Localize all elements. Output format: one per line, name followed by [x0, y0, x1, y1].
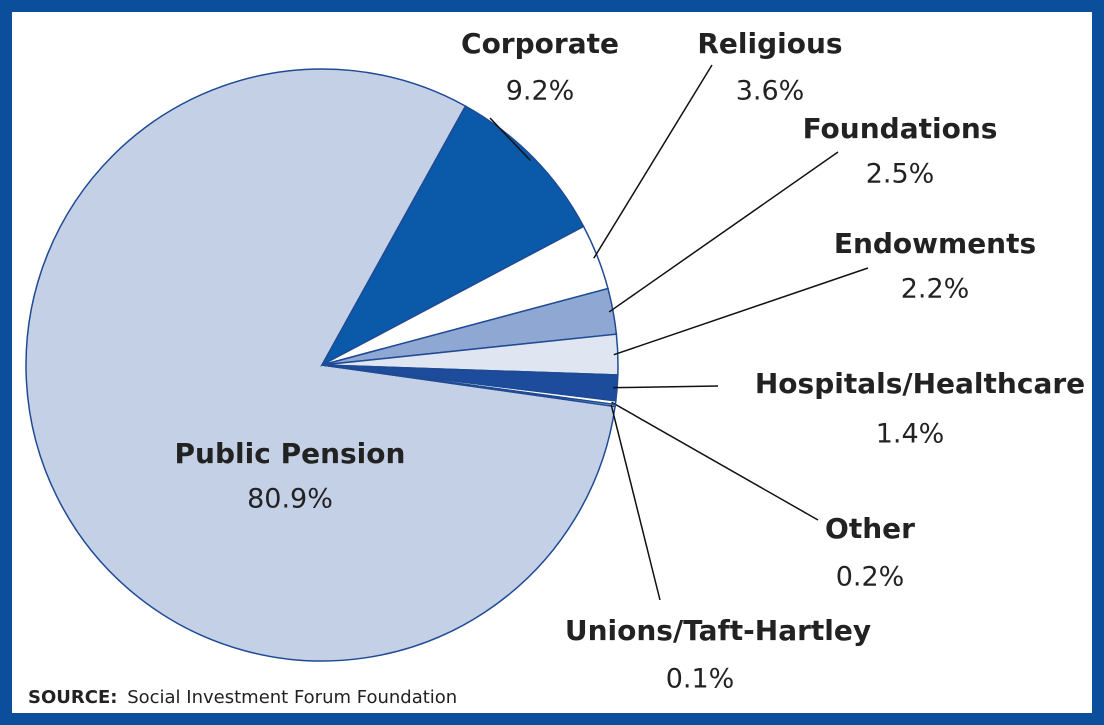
leader-line — [489, 117, 531, 162]
leader-line — [613, 267, 869, 356]
source: SOURCE: Social Investment Forum Foundati… — [28, 687, 457, 708]
slice — [320, 105, 585, 367]
source-label: SOURCE: — [28, 687, 117, 708]
slice — [25, 68, 616, 662]
slice-label: Corporate — [461, 27, 619, 60]
slice-label: Other — [825, 512, 915, 545]
leader-line — [608, 151, 839, 313]
value-label: 2.5% — [866, 159, 935, 190]
slice-label: Religious — [697, 27, 842, 60]
leader-line — [610, 404, 661, 601]
value-label: 0.2% — [836, 562, 905, 593]
slice-label: Unions/Taft-Hartley — [565, 614, 871, 647]
value-label: 0.1% — [666, 664, 735, 695]
slice-label: Hospitals/Healthcare — [755, 367, 1085, 400]
leader-line — [613, 385, 719, 389]
slice-label: Public Pension — [175, 437, 406, 470]
value-label: 2.2% — [901, 274, 970, 305]
value-label: 9.2% — [506, 76, 575, 107]
value-label: 1.4% — [876, 419, 945, 450]
leader-line — [593, 64, 713, 259]
slice-label: Foundations — [803, 112, 998, 145]
slice-label: Endowments — [834, 227, 1036, 260]
leader-line — [611, 401, 819, 521]
slice — [321, 364, 617, 408]
source-text: Social Investment Forum Foundation — [127, 687, 457, 708]
value-label: 80.9% — [247, 484, 333, 515]
value-label: 3.6% — [736, 76, 805, 107]
